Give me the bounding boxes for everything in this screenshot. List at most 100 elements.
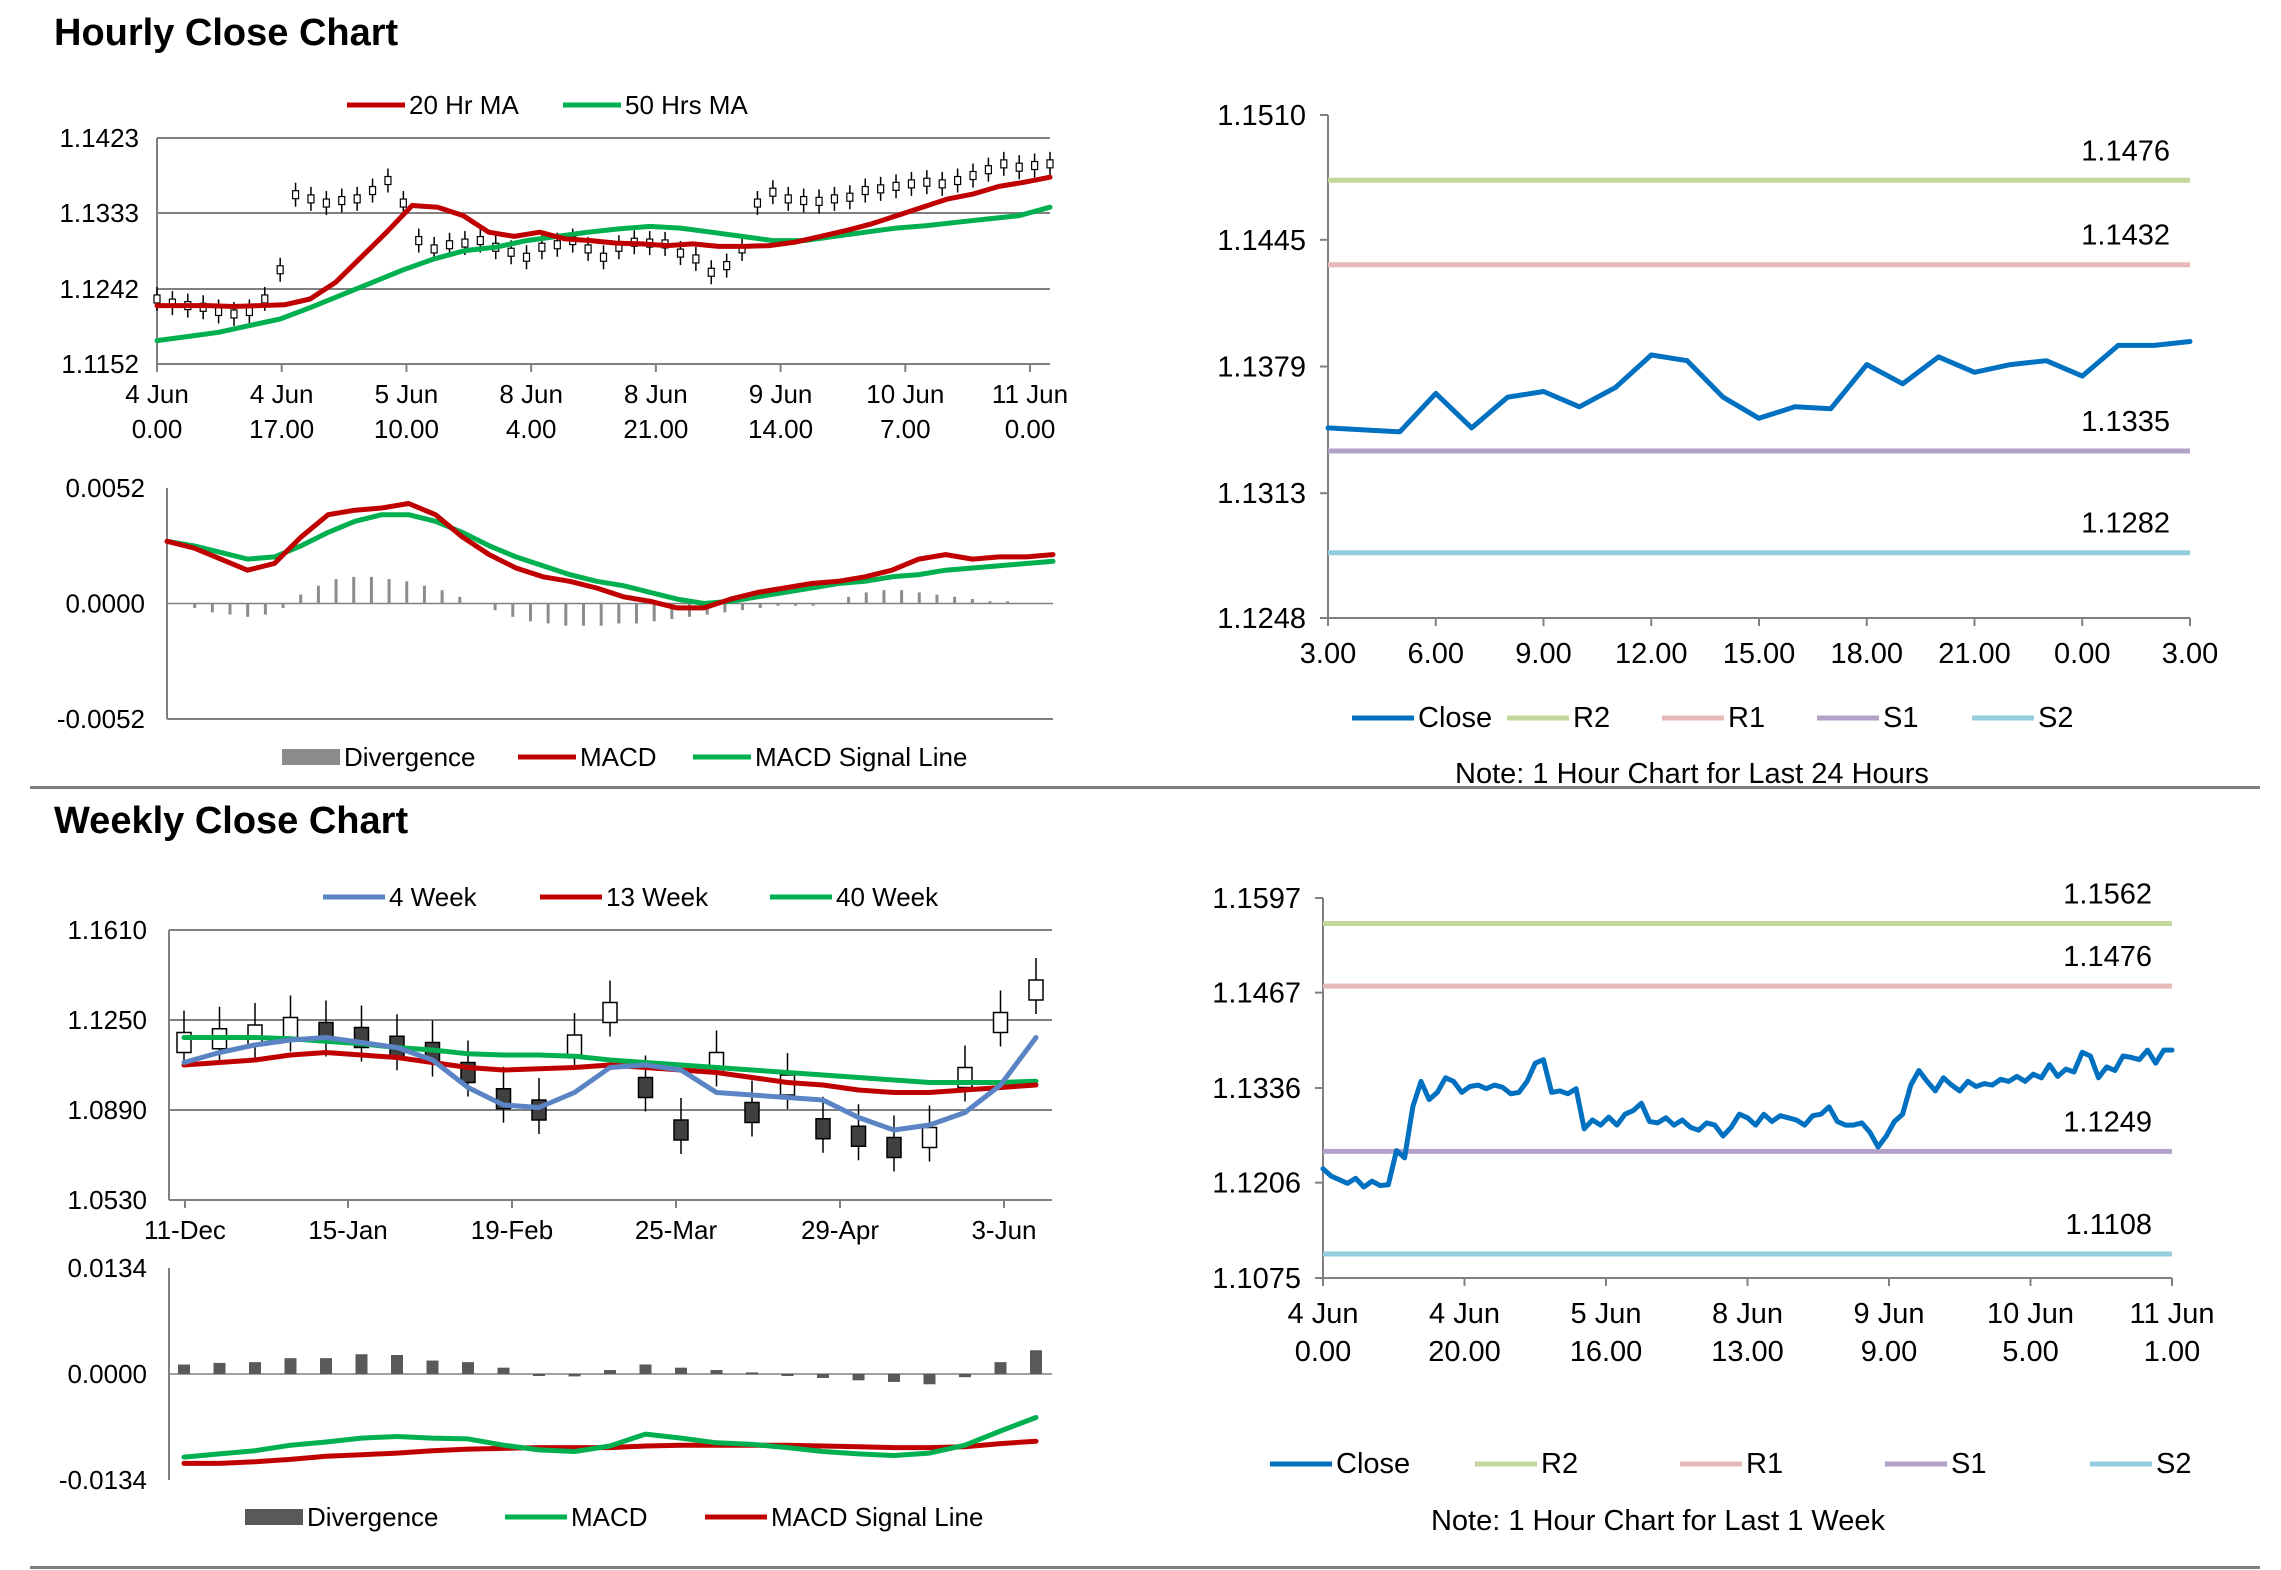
weekly-section-title: Weekly Close Chart	[54, 800, 409, 842]
hourly-price-candle-body	[1031, 160, 1039, 171]
weekly-1w-chart-level-s1-label: 1.1249	[2063, 1106, 2152, 1138]
hourly-price-candle-body	[522, 252, 531, 262]
hourly-macd-ytick: 0.0000	[65, 589, 145, 619]
weekly-1w-chart-legend-r1-label: R1	[1746, 1448, 1783, 1480]
hourly-price-candle-body	[923, 177, 931, 187]
weekly-price-candle-body	[850, 1125, 867, 1147]
weekly-price-candle-body	[602, 1001, 618, 1024]
weekly-price-candle-body	[673, 1119, 689, 1141]
weekly-price-legend-4week-label: 4 Week	[389, 882, 478, 912]
hourly-price-candle-body	[338, 195, 346, 206]
weekly-1w-chart-xtick-time: 16.00	[1570, 1336, 1643, 1368]
hourly-macd-signal-line	[164, 512, 1056, 606]
hourly-price-xtick-time: 14.00	[748, 414, 813, 444]
weekly-macd-ytick: 0.0134	[67, 1253, 147, 1283]
weekly-price-candle-body	[815, 1118, 831, 1140]
weekly-macd-legend-divergence-swatch	[245, 1509, 303, 1525]
hourly-24h-chart-xtick: 3.00	[2162, 638, 2218, 670]
hourly-price-xtick-date: 5 Jun	[375, 379, 439, 409]
weekly-macd-divergence-bar	[675, 1367, 687, 1374]
hourly-24h-chart-level-r1-label: 1.1432	[2081, 220, 2170, 252]
hourly-24h-chart-ytick: 1.1510	[1217, 100, 1306, 132]
hourly-24h-chart-level-s1-label: 1.1335	[2081, 406, 2170, 438]
hourly-macd-ytick: -0.0052	[57, 704, 145, 734]
weekly-price-legend-13week-label: 13 Week	[606, 882, 709, 912]
hourly-macd-legend-divergence-label: Divergence	[344, 742, 476, 772]
hourly-price-xtick-time: 10.00	[374, 414, 439, 444]
hourly-24h-chart-xtick: 21.00	[1938, 638, 2011, 670]
hourly-price-ytick: 1.1423	[59, 123, 139, 153]
weekly-1w-chart-ytick: 1.1206	[1212, 1168, 1301, 1200]
weekly-1w-chart-xtick-date: 10 Jun	[1987, 1298, 2074, 1330]
weekly-1w-chart-xtick-time: 5.00	[2002, 1336, 2058, 1368]
weekly-macd-divergence-bar	[213, 1362, 226, 1374]
weekly-1w-chart-level-r1-label: 1.1476	[2063, 941, 2152, 973]
hourly-24h-chart-xtick: 18.00	[1830, 638, 1903, 670]
weekly-1w-chart-legend-s2-label: S2	[2156, 1448, 2191, 1480]
hourly-price-xtick-date: 10 Jun	[866, 379, 944, 409]
hourly-section-title: Hourly Close Chart	[54, 12, 399, 54]
hourly-24h-chart-legend-r2-label: R2	[1573, 702, 1610, 734]
weekly-price-ytick: 1.0890	[67, 1095, 147, 1125]
weekly-price-ma4-line	[181, 1035, 1039, 1133]
hourly-24h-chart-xtick: 0.00	[2054, 638, 2110, 670]
hourly-price-xtick-time: 7.00	[880, 414, 931, 444]
hourly-price-candle-body	[784, 194, 792, 204]
hourly-24h-chart-xtick: 9.00	[1515, 638, 1571, 670]
weekly-price-ytick: 1.0530	[67, 1185, 147, 1215]
hourly-24h-chart-note: Note: 1 Hour Chart for Last 24 Hours	[1455, 758, 1929, 790]
hourly-price-candle-body	[800, 195, 808, 206]
hourly-price-ytick: 1.1152	[61, 349, 139, 379]
hourly-price-candle-body	[599, 252, 608, 262]
hourly-24h-chart-close-line	[1325, 339, 2193, 435]
weekly-macd-ytick: 0.0000	[67, 1359, 147, 1389]
weekly-price-xtick: 29-Apr	[801, 1215, 879, 1245]
hourly-price-xtick-date: 8 Jun	[624, 379, 688, 409]
weekly-1w-chart-level-s2-label: 1.1108	[2065, 1209, 2152, 1241]
weekly-macd-divergence-bar	[497, 1367, 510, 1374]
hourly-price-candle-body	[707, 267, 715, 277]
hourly-price-candle-body	[877, 184, 885, 194]
hourly-price-xtick-time: 21.00	[623, 414, 688, 444]
weekly-macd-divergence-bar	[604, 1370, 616, 1374]
hourly-macd-chart: 0.0052 0.0000 -0.0052 Divergence MACD MACD Si…	[57, 473, 1056, 772]
hourly-price-ma50-line	[154, 204, 1053, 344]
hourly-price-legend-ma50-label: 50 Hrs MA	[625, 90, 748, 120]
hourly-price-candle-body	[261, 294, 269, 304]
hourly-24h-chart-level-s2-label: 1.1282	[2081, 508, 2170, 540]
hourly-price-ytick: 1.1333	[59, 198, 139, 228]
hourly-24h-chart-legend-close-label: Close	[1418, 702, 1492, 734]
weekly-macd-divergence-bar	[994, 1362, 1007, 1374]
weekly-1w-chart-legend-close-label: Close	[1336, 1448, 1410, 1480]
weekly-1w-chart-xtick-time: 1.00	[2144, 1336, 2200, 1368]
weekly-macd-divergence-bar	[178, 1364, 190, 1374]
weekly-1w-chart-xtick-date: 9 Jun	[1854, 1298, 1925, 1330]
weekly-1w-chart-xtick-date: 4 Jun	[1429, 1298, 1500, 1330]
hourly-price-candle-body	[1015, 162, 1023, 172]
weekly-price-candle-body	[992, 1011, 1009, 1034]
hourly-price-candle-body	[276, 265, 284, 275]
weekly-macd-line	[181, 1415, 1039, 1460]
hourly-price-candle-body	[1000, 159, 1008, 169]
hourly-price-candle-body	[307, 194, 315, 204]
weekly-price-xtick: 19-Feb	[471, 1215, 553, 1245]
hourly-price-candle-body	[430, 244, 438, 254]
weekly-macd-divergence-bar	[284, 1358, 297, 1374]
weekly-1w-chart-xtick-date: 4 Jun	[1288, 1298, 1359, 1330]
weekly-macd-divergence-bar	[533, 1374, 545, 1376]
weekly-macd-divergence-bar	[746, 1372, 758, 1375]
hourly-price-candle-body	[368, 185, 377, 196]
weekly-1w-chart-legend-r2-label: R2	[1541, 1448, 1578, 1480]
hourly-macd-line	[164, 501, 1056, 611]
hourly-24h-chart-xtick: 12.00	[1615, 638, 1688, 670]
weekly-macd-divergence-bar	[249, 1362, 261, 1374]
hourly-price-candle-body	[445, 240, 454, 250]
hourly-price-candle-body	[538, 242, 546, 252]
weekly-price-ytick: 1.1610	[67, 915, 147, 945]
weekly-price-candle-body	[886, 1136, 902, 1159]
weekly-macd-divergence-bar	[781, 1374, 794, 1376]
weekly-price-candle-body	[744, 1101, 760, 1124]
